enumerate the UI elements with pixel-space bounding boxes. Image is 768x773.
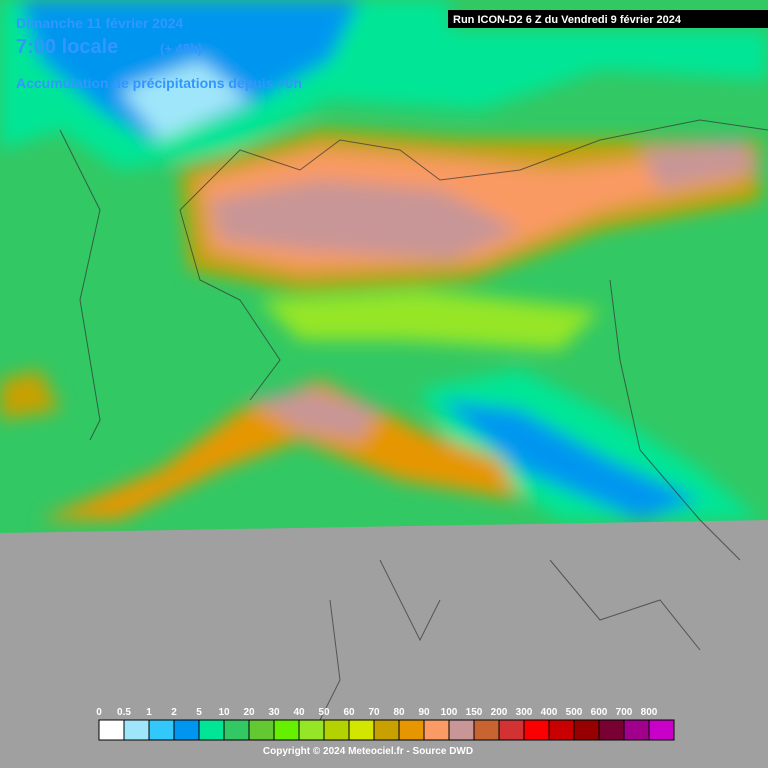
legend-label: 70 — [368, 707, 380, 718]
legend-swatch — [98, 719, 125, 741]
legend-swatch — [423, 719, 450, 741]
legend-swatch — [648, 719, 675, 741]
borders — [59, 119, 768, 721]
legend-swatch — [523, 719, 550, 741]
run-info: Run ICON-D2 6 Z du Vendredi 9 février 20… — [453, 14, 682, 26]
legend-label: 40 — [293, 707, 305, 718]
legend-swatch — [598, 719, 625, 741]
date: Dimanche 11 février 2024 — [16, 15, 184, 31]
legend-label: 400 — [541, 707, 558, 718]
legend-swatch — [273, 719, 300, 741]
run-banner — [448, 10, 768, 28]
legend-label: 150 — [466, 707, 483, 718]
legend-label: 2 — [171, 707, 177, 718]
legend-swatch — [348, 719, 375, 741]
legend-label: 500 — [566, 707, 583, 718]
offset: (+ 48h) — [160, 41, 202, 56]
legend-label: 5 — [196, 707, 202, 718]
time: 7:00 locale — [16, 36, 118, 58]
legend-swatch — [473, 719, 500, 741]
legend-label: 200 — [491, 707, 508, 718]
legend-swatch — [173, 719, 200, 741]
legend-swatch — [573, 719, 600, 741]
legend-label: 20 — [243, 707, 255, 718]
legend-label: 100 — [441, 707, 458, 718]
legend-label: 80 — [393, 707, 405, 718]
legend: 0 0.5 1 2 5 10 20 30 40 50 60 70 80 90 100 150 200 300 400… — [96, 707, 675, 741]
no-data-area — [0, 520, 768, 768]
legend-label: 700 — [616, 707, 633, 718]
legend-swatch — [623, 719, 650, 741]
legend-swatch — [373, 719, 400, 741]
subtitle: Accumulation de précipitations depuis +0… — [16, 75, 302, 91]
legend-swatch — [398, 719, 425, 741]
legend-label: 0 — [96, 707, 102, 718]
legend-label: 60 — [343, 707, 355, 718]
legend-label: 0.5 — [117, 707, 131, 718]
legend-label: 600 — [591, 707, 608, 718]
legend-label: 90 — [418, 707, 430, 718]
legend-swatch — [148, 719, 175, 741]
legend-swatch — [498, 719, 525, 741]
legend-label: 10 — [218, 707, 230, 718]
legend-swatch — [448, 719, 475, 741]
legend-label: 30 — [268, 707, 280, 718]
legend-label: 1 — [146, 707, 152, 718]
precipitation-field — [0, 0, 768, 520]
legend-swatch — [248, 719, 275, 741]
legend-label: 300 — [516, 707, 533, 718]
legend-label: 800 — [641, 707, 658, 718]
legend-label: 50 — [318, 707, 330, 718]
legend-swatch — [223, 719, 250, 741]
legend-swatch — [323, 719, 350, 741]
copyright: Copyright © 2024 Meteociel.fr - Source D… — [263, 746, 473, 757]
legend-swatch — [123, 719, 150, 741]
legend-swatch — [298, 719, 325, 741]
legend-swatch — [198, 719, 225, 741]
legend-swatch — [548, 719, 575, 741]
